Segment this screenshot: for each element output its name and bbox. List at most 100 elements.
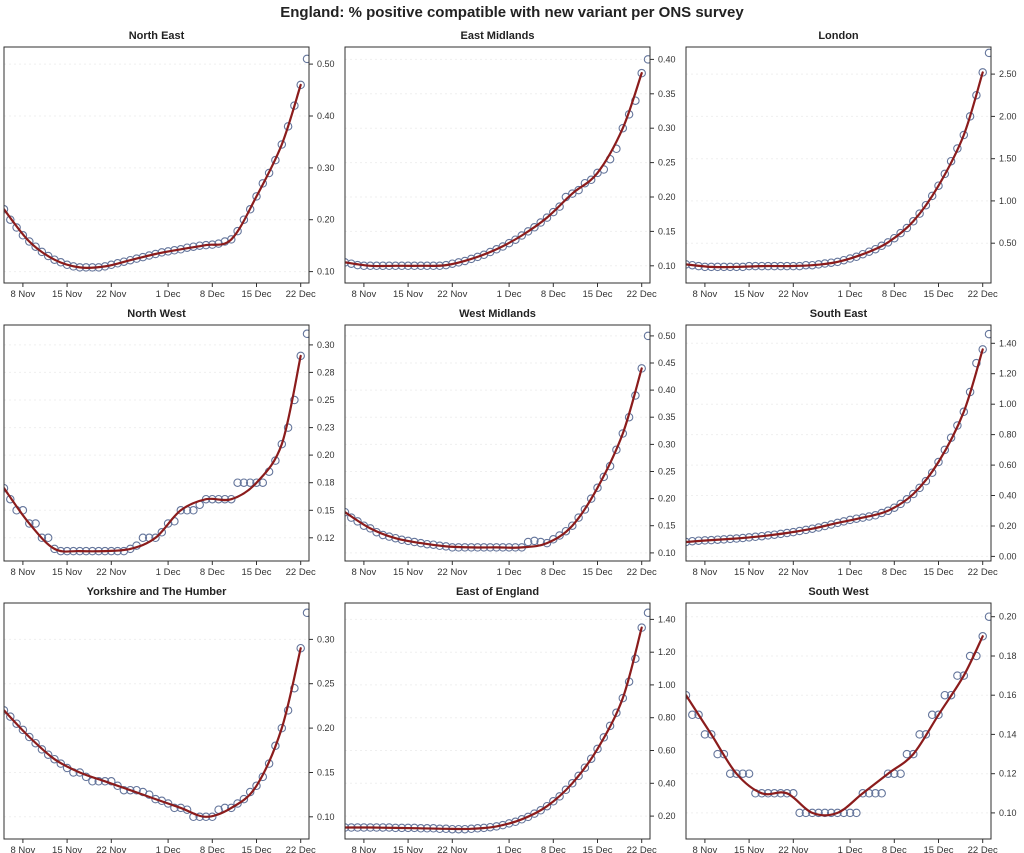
plot-box [3, 46, 310, 284]
x-tick-label: 8 Nov [351, 567, 376, 578]
data-point [18, 231, 28, 240]
data-point [871, 789, 880, 798]
data-point [100, 777, 110, 786]
panels-grid: 8 Nov 15 Nov 22 Nov 1 Dec 8 Dec 15 Dec 22 Dec 0… [0, 26, 1024, 853]
data-point [239, 478, 249, 487]
data-point [151, 794, 160, 804]
y-tick-label: 0.35 [658, 412, 676, 422]
chart-panel: 8 Nov 15 Nov 22 Nov 1 Dec 8 Dec 15 Dec 22 Dec 0… [341, 26, 682, 304]
x-tick-label: 1 Dec [838, 289, 863, 300]
plot-box [685, 324, 992, 562]
x-tick-label: 15 Dec [582, 567, 612, 578]
panel-svg: 8 Nov 15 Nov 22 Nov 1 Dec 8 Dec 15 Dec 22 Dec0… [3, 308, 335, 578]
y-tick-label: 0.10 [658, 548, 676, 558]
data-point [643, 331, 650, 341]
data-point [934, 181, 943, 190]
panel-title: West Midlands [459, 308, 536, 320]
y-tick-label: 1.50 [999, 154, 1017, 164]
data-point [568, 779, 577, 788]
x-tick-label: 15 Nov [734, 845, 764, 853]
data-point [719, 749, 729, 759]
y-tick-label: 0.35 [658, 89, 676, 99]
data-point [50, 754, 59, 764]
data-point [593, 483, 602, 493]
panel-svg: 8 Nov 15 Nov 22 Nov 1 Dec 8 Dec 15 Dec 22 Dec0… [344, 586, 676, 853]
x-tick-label: 22 Dec [286, 567, 316, 578]
y-tick-label: 0.20 [999, 521, 1017, 531]
data-point [959, 671, 969, 680]
data-point [707, 730, 716, 739]
y-tick-label: 0.20 [317, 450, 335, 460]
data-point [593, 744, 602, 754]
y-tick-label: 0.25 [658, 158, 676, 168]
plot-box [344, 324, 651, 562]
y-tick-label: 0.25 [317, 395, 335, 405]
data-point [921, 476, 931, 486]
data-point [700, 730, 710, 739]
x-tick-label: 8 Dec [882, 567, 907, 578]
data-point [353, 517, 362, 526]
data-point [984, 612, 991, 621]
y-tick-label: 0.10 [999, 808, 1017, 818]
panel-title: South West [808, 586, 869, 598]
data-point [694, 710, 703, 720]
data-point [536, 806, 545, 815]
panel-title: East of England [456, 586, 539, 598]
data-point [12, 719, 21, 728]
data-point [504, 238, 514, 248]
data-point [568, 189, 577, 198]
x-tick-label: 22 Nov [437, 289, 467, 300]
data-point [530, 536, 539, 546]
chart-panel: 8 Nov 15 Nov 22 Nov 1 Dec 8 Dec 15 Dec 22 Dec 0… [341, 582, 682, 853]
data-point [599, 472, 609, 482]
x-tick-label: 8 Dec [200, 567, 225, 578]
data-point [946, 690, 956, 700]
data-point [4, 706, 9, 715]
data-point [618, 693, 628, 703]
data-point [264, 168, 274, 178]
data-point [934, 710, 943, 720]
y-tick-label: 2.00 [999, 111, 1017, 121]
x-tick-label: 22 Dec [968, 567, 998, 578]
y-tick-label: 0.25 [658, 467, 676, 477]
data-point [883, 769, 893, 778]
x-tick-label: 15 Nov [393, 845, 423, 853]
data-point [580, 505, 590, 514]
data-point [151, 533, 160, 543]
x-tick-label: 8 Nov [351, 845, 376, 853]
data-points [686, 48, 991, 272]
data-point [233, 478, 242, 487]
x-tick-label: 22 Nov [96, 845, 126, 853]
data-point [808, 808, 817, 818]
y-tick-label: 0.23 [317, 423, 335, 433]
x-tick-label: 22 Dec [286, 289, 316, 300]
x-tick-label: 22 Nov [96, 567, 126, 578]
data-point [252, 781, 261, 791]
x-tick-label: 22 Nov [437, 845, 467, 853]
y-tick-label: 1.00 [658, 680, 676, 690]
y-tick-label: 0.15 [317, 768, 335, 778]
data-point [163, 799, 173, 808]
y-tick-label: 0.15 [317, 505, 335, 515]
y-tick-label: 0.40 [658, 54, 676, 64]
x-tick-label: 1 Dec [838, 845, 863, 853]
y-tick-label: 0.10 [317, 812, 335, 822]
x-tick-label: 15 Nov [393, 567, 423, 578]
data-point [896, 769, 905, 778]
y-tick-label: 0.20 [999, 612, 1017, 622]
data-point [574, 771, 583, 781]
y-tick-label: 1.20 [999, 369, 1017, 379]
data-point [277, 140, 287, 149]
x-tick-label: 8 Nov [10, 567, 35, 578]
y-tick-label: 1.40 [999, 338, 1017, 348]
data-point [858, 789, 868, 798]
data-point [517, 231, 527, 240]
data-point [271, 155, 280, 165]
data-point [536, 218, 545, 227]
y-tick-label: 0.20 [658, 811, 676, 821]
data-point [31, 519, 40, 528]
panel-svg: 8 Nov 15 Nov 22 Nov 1 Dec 8 Dec 15 Dec 22 Dec0… [344, 308, 676, 578]
data-point [877, 241, 886, 251]
y-tick-label: 1.40 [658, 614, 676, 624]
data-point [953, 671, 962, 680]
